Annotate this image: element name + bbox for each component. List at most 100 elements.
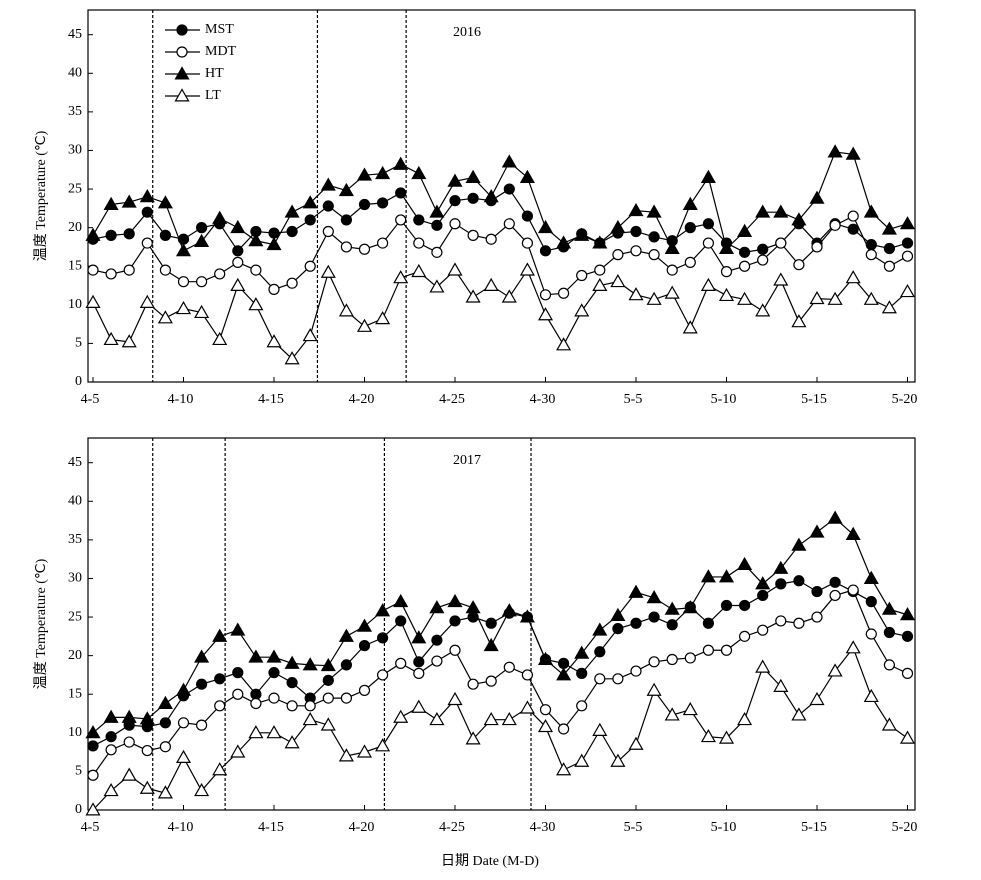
x-tick-label: 5-10 bbox=[711, 392, 737, 407]
marker bbox=[157, 310, 173, 324]
marker bbox=[556, 667, 572, 681]
marker bbox=[519, 262, 535, 276]
marker bbox=[340, 241, 352, 253]
marker bbox=[576, 667, 588, 679]
marker bbox=[358, 640, 371, 652]
x-tick-label: 4-25 bbox=[439, 392, 465, 407]
marker bbox=[901, 250, 914, 262]
marker bbox=[700, 569, 716, 583]
marker bbox=[519, 700, 535, 714]
marker bbox=[465, 289, 481, 303]
marker bbox=[194, 782, 210, 797]
marker bbox=[702, 617, 715, 629]
marker bbox=[574, 303, 590, 317]
marker bbox=[302, 327, 318, 342]
y-axis-label: 温度 Temperature (℃) bbox=[33, 558, 49, 689]
marker bbox=[232, 667, 244, 679]
marker bbox=[827, 291, 843, 305]
marker bbox=[413, 667, 425, 679]
marker bbox=[720, 266, 733, 278]
marker bbox=[702, 237, 715, 249]
marker bbox=[791, 314, 807, 328]
y-tick-label: 25 bbox=[68, 609, 82, 624]
marker bbox=[176, 24, 188, 36]
marker bbox=[177, 276, 190, 288]
marker bbox=[177, 717, 190, 729]
marker bbox=[250, 697, 262, 710]
marker bbox=[431, 655, 443, 667]
marker bbox=[682, 701, 698, 716]
marker bbox=[666, 653, 678, 666]
marker bbox=[302, 195, 318, 209]
plot-frame bbox=[87, 437, 916, 811]
marker bbox=[881, 601, 897, 615]
y-tick-label: 15 bbox=[68, 686, 82, 701]
marker bbox=[268, 283, 280, 295]
x-axis-label: 日期 Date (M-D) bbox=[441, 853, 539, 869]
marker bbox=[174, 88, 190, 102]
marker bbox=[268, 692, 280, 704]
marker bbox=[232, 256, 244, 268]
marker bbox=[738, 599, 751, 612]
marker bbox=[248, 649, 264, 663]
marker bbox=[395, 214, 407, 226]
marker bbox=[176, 46, 188, 58]
marker bbox=[194, 233, 210, 248]
marker bbox=[576, 700, 588, 712]
marker bbox=[521, 669, 534, 681]
marker bbox=[467, 192, 479, 204]
marker bbox=[501, 154, 517, 168]
marker bbox=[175, 300, 192, 315]
marker bbox=[322, 200, 334, 212]
marker bbox=[827, 663, 843, 677]
y-tick-label: 30 bbox=[68, 143, 82, 158]
marker bbox=[847, 223, 859, 235]
marker bbox=[139, 294, 155, 308]
legend-label: MST bbox=[205, 22, 234, 37]
x-tick-label: 5-10 bbox=[711, 820, 737, 835]
marker bbox=[393, 270, 409, 284]
marker bbox=[755, 204, 771, 218]
marker bbox=[664, 601, 680, 615]
marker bbox=[377, 632, 389, 644]
marker bbox=[230, 219, 246, 234]
marker bbox=[413, 237, 425, 249]
marker bbox=[775, 237, 787, 249]
marker bbox=[393, 709, 409, 723]
series-line bbox=[92, 151, 908, 252]
y-tick-label: 40 bbox=[68, 66, 82, 81]
marker bbox=[809, 290, 825, 305]
x-tick-label: 4-30 bbox=[530, 392, 556, 407]
marker bbox=[646, 682, 662, 696]
series-line bbox=[92, 580, 908, 747]
marker bbox=[375, 165, 391, 180]
marker bbox=[483, 189, 499, 203]
marker bbox=[284, 735, 300, 749]
x-tick-label: 4-20 bbox=[349, 392, 375, 407]
marker bbox=[196, 276, 208, 288]
marker bbox=[557, 723, 570, 735]
marker bbox=[393, 156, 409, 170]
marker bbox=[340, 692, 352, 704]
marker bbox=[467, 229, 479, 241]
marker bbox=[302, 711, 318, 726]
marker bbox=[827, 510, 843, 524]
annotation: 2016 bbox=[453, 25, 481, 40]
marker bbox=[268, 227, 280, 239]
marker bbox=[883, 626, 896, 639]
x-tick-label: 4-15 bbox=[258, 392, 284, 407]
marker bbox=[738, 246, 751, 258]
y-tick-label: 45 bbox=[68, 27, 82, 42]
marker bbox=[123, 736, 135, 748]
marker bbox=[720, 599, 733, 612]
marker bbox=[447, 173, 463, 187]
marker bbox=[266, 725, 282, 739]
marker bbox=[322, 674, 334, 686]
marker bbox=[628, 287, 644, 301]
marker bbox=[718, 730, 735, 744]
marker bbox=[718, 569, 735, 583]
marker bbox=[557, 287, 570, 299]
marker bbox=[485, 617, 497, 629]
marker bbox=[358, 198, 371, 211]
x-tick-label: 4-15 bbox=[258, 820, 284, 835]
